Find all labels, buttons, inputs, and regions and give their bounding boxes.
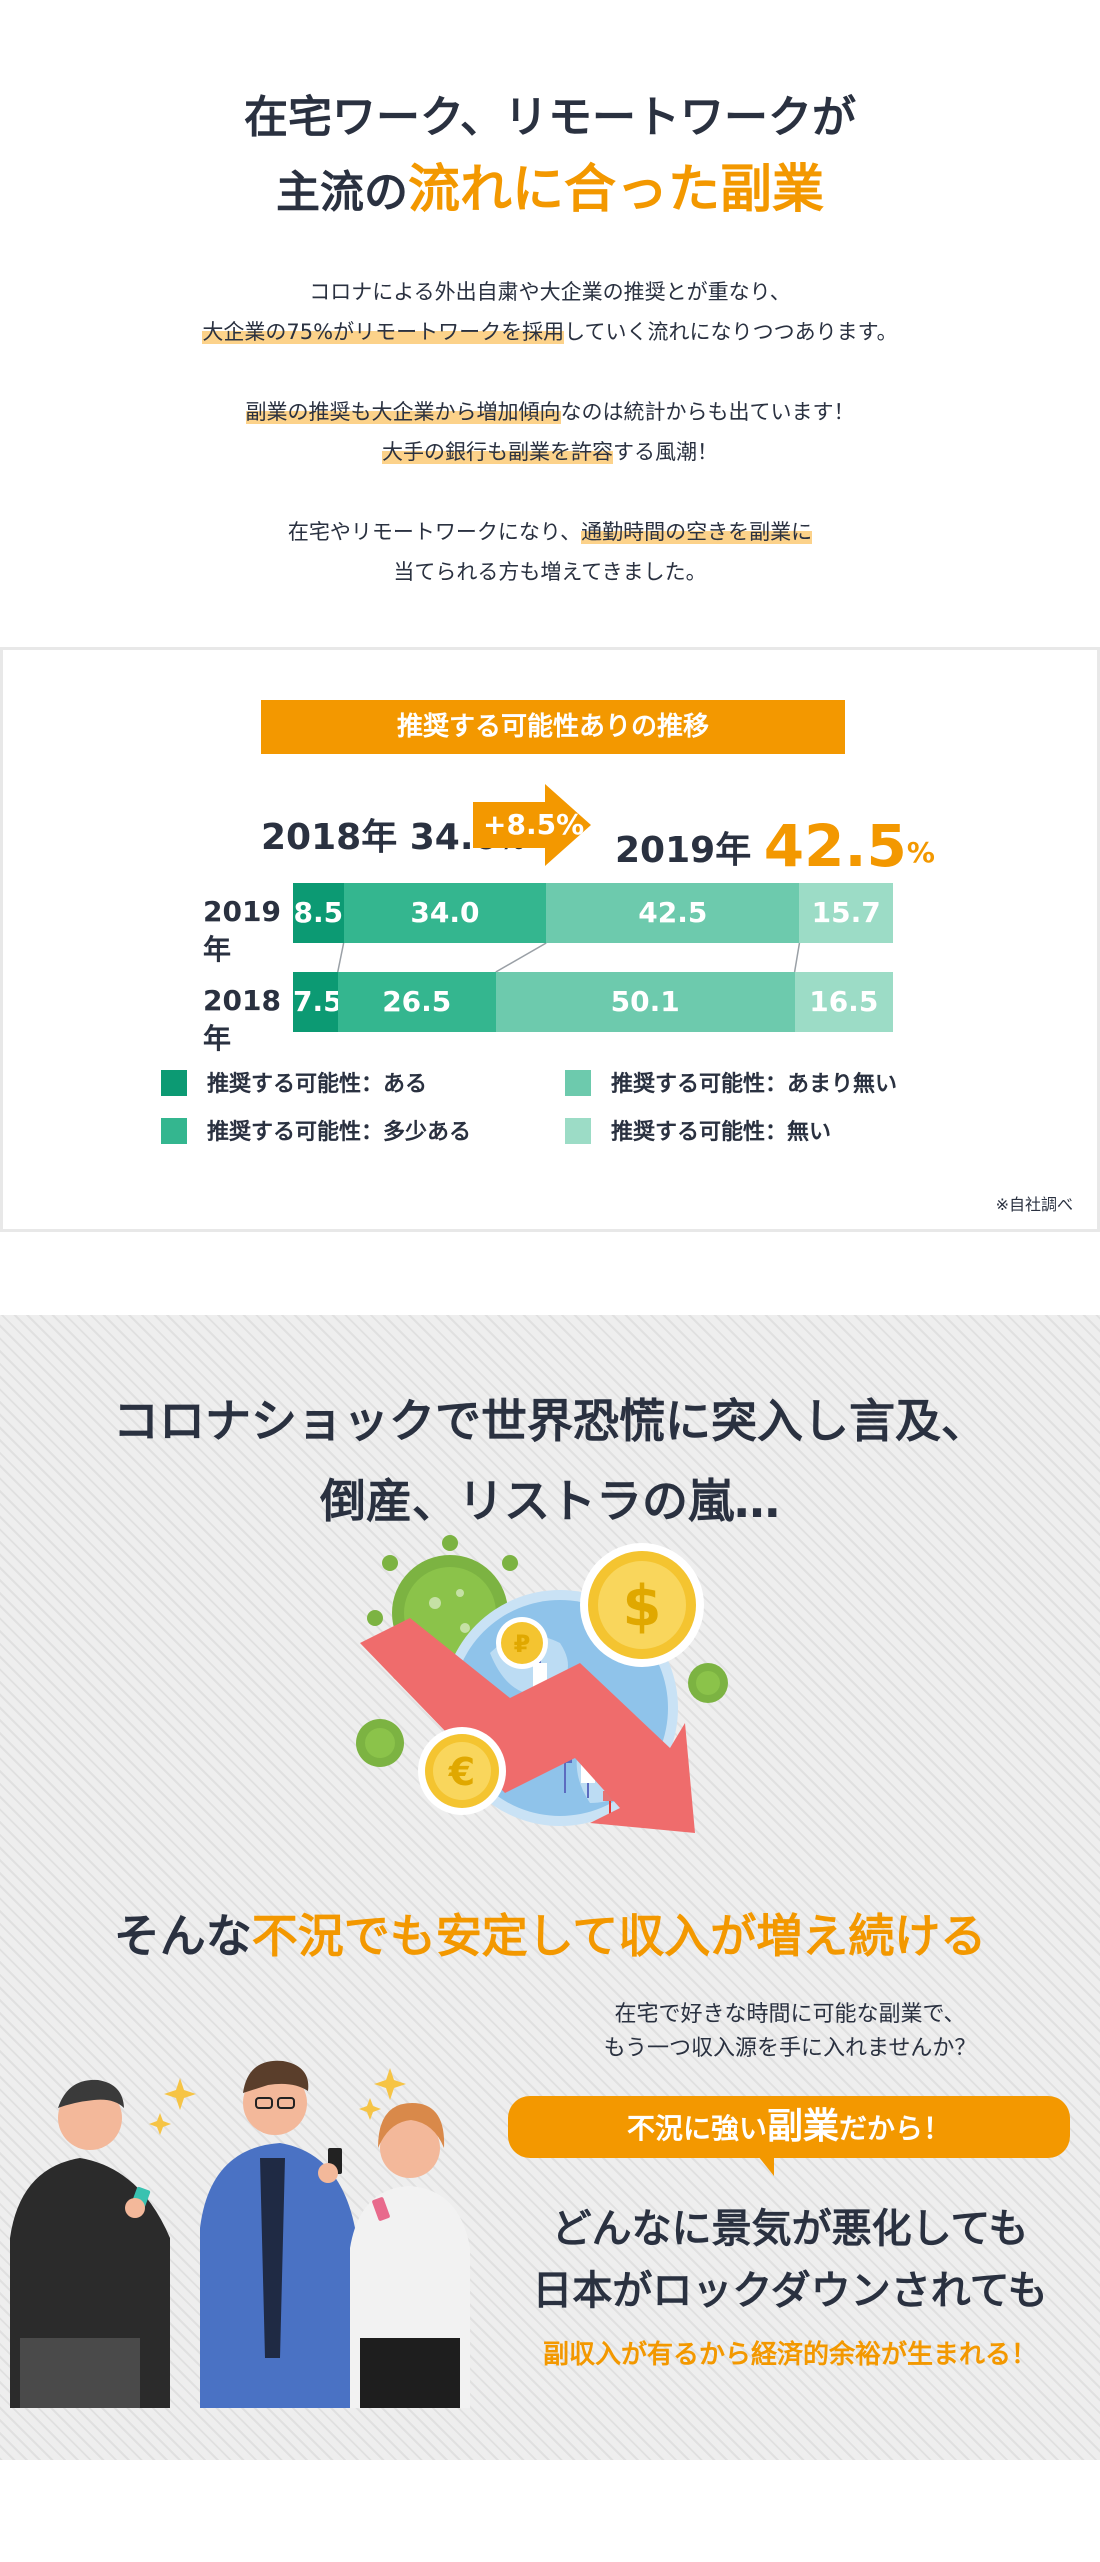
- bubble-tail: [758, 2156, 774, 2176]
- legend-item-tashou: 推奨する可能性：多少ある: [161, 1118, 471, 1148]
- hero-title: 在宅ワーク、リモートワークが 主流の流れに合った副業: [0, 82, 1100, 229]
- bubble-prefix: 不況に強い: [626, 2112, 767, 2145]
- hero-title-line2-accent: 流れに合った副業: [407, 160, 824, 220]
- intro-p3-prefix: 在宅やリモートワークになり、: [287, 520, 582, 544]
- side-benefit-lead-line1: 在宅で好きな時間に可能な副業で、: [614, 2002, 966, 2027]
- intro-p1-line2: していく流れになりつつあります。: [564, 320, 898, 344]
- crisis-section: コロナショックで世界恐慌に突入し言及、 倒産、リストラの嵐…: [0, 1315, 1100, 2460]
- resilience-line1: どんなに景気が悪化しても: [551, 2206, 1029, 2252]
- bar-label-2019: 2019年: [203, 895, 281, 966]
- bar-track-2018: 7.5 26.5 50.1 16.5: [293, 972, 893, 1032]
- intro-paragraph-3: 在宅やリモートワークになり、通勤時間の空きを副業に 当てられる方も増えてきました…: [0, 512, 1100, 592]
- hero-title-line2-prefix: 主流の: [275, 167, 408, 218]
- comparison-2019-value: 42.5: [763, 812, 907, 880]
- bubble-suffix: だから！: [839, 2112, 952, 2145]
- intro-p1-highlight: 大企業の75%がリモートワークを採用: [202, 320, 565, 344]
- people-with-smartphones-illustration: [10, 2060, 470, 2408]
- virus-icon: [356, 1719, 404, 1767]
- intro-p2-line2: する風潮！: [613, 440, 718, 464]
- legend-swatch: [565, 1070, 591, 1096]
- bar-track-2019: 8.5 34.0 42.5 15.7: [293, 883, 893, 943]
- intro-paragraph-1: コロナによる外出自粛や大企業の推奨とが重なり、 大企業の75%がリモートワークを…: [0, 272, 1100, 352]
- intro-paragraph-2: 副業の推奨も大企業から増加傾向なのは統計からも出ています！ 大手の銀行も副業を許…: [0, 392, 1100, 472]
- legend-item-nai: 推奨する可能性：無い: [565, 1118, 831, 1148]
- bar-segment-2019-4: 15.7: [799, 883, 893, 943]
- right-arrow-icon: [473, 784, 591, 866]
- crisis-title: コロナショックで世界恐慌に突入し言及、 倒産、リストラの嵐…: [0, 1381, 1100, 1541]
- connector-line: [336, 943, 345, 972]
- comparison-2018-label: 2018年: [261, 817, 398, 858]
- virus-icon: [688, 1663, 728, 1703]
- side-income-benefit: 副収入が有るから経済的余裕が生まれる！: [542, 2340, 1037, 2370]
- legend-swatch: [161, 1070, 187, 1096]
- svg-text:₽: ₽: [514, 1630, 531, 1658]
- bar-segment-2018-2: 26.5: [337, 972, 496, 1032]
- chart-card: 推奨する可能性ありの推移 2018年 34.0% +8.5% 2019年 42.…: [0, 647, 1100, 1232]
- bar-connector-lines: [336, 943, 801, 972]
- crisis-title-line1: コロナショックで世界恐慌に突入し言及、: [113, 1394, 987, 1448]
- down-arrow-icon: [360, 1618, 695, 1833]
- bar-segment-2018-4: 16.5: [794, 972, 893, 1032]
- legend-label: 推奨する可能性：無い: [611, 1120, 832, 1145]
- intro-p2-highlight-2: 大手の銀行も副業を許容: [382, 440, 613, 464]
- legend-item-amari: 推奨する可能性：あまり無い: [565, 1070, 897, 1100]
- legend-item-aru: 推奨する可能性：ある: [161, 1070, 427, 1100]
- bar-segment-2018-1: 7.5: [293, 972, 338, 1032]
- bar-segment-2019-3: 42.5: [546, 883, 800, 943]
- comparison-change: +8.5%: [483, 808, 585, 841]
- intro-p2-highlight-1: 副業の推奨も大企業から増加傾向: [245, 400, 561, 424]
- connector-line: [793, 943, 801, 972]
- side-benefit-lead: 在宅で好きな時間に可能な副業で、 もう一つ収入源を手に入れませんか？: [490, 1998, 1090, 2066]
- euro-coin-icon: €: [418, 1727, 506, 1815]
- legend-swatch: [565, 1118, 591, 1144]
- bar-segment-2018-3: 50.1: [495, 972, 795, 1032]
- hero-title-line1: 在宅ワーク、リモートワークが: [243, 92, 857, 143]
- stable-income-heading: そんな不況でも安定して収入が増え続ける: [0, 1900, 1100, 1966]
- bar-segment-2019-2: 34.0: [343, 883, 547, 943]
- man-in-black-sweater: [10, 2079, 170, 2408]
- legend-label: 推奨する可能性：ある: [207, 1072, 428, 1097]
- intro-p1-line1: コロナによる外出自粛や大企業の推奨とが重なり、: [309, 280, 791, 304]
- sparkle-icon: [149, 2068, 406, 2135]
- intro-p2-line1: なのは統計からも出ています！: [560, 400, 855, 424]
- bar-segment-2019-1: 8.5: [293, 883, 344, 943]
- resilience-line2: 日本がロックダウンされても: [532, 2268, 1048, 2314]
- dollar-coin-icon: $: [580, 1543, 704, 1667]
- side-benefit-lead-line2: もう一つ収入源を手に入れませんか？: [603, 2036, 977, 2061]
- legend-label: 推奨する可能性：多少ある: [207, 1120, 472, 1145]
- svg-text:$: $: [623, 1574, 662, 1639]
- stable-income-accent: 不況でも安定して収入が増え続ける: [251, 1909, 987, 1963]
- bubble-emphasis: 副業: [766, 2106, 839, 2147]
- connector-line: [495, 943, 547, 972]
- source-note: ※自社調べ: [995, 1195, 1073, 1214]
- legend-swatch: [161, 1118, 187, 1144]
- woman-in-white-blouse: [350, 2103, 470, 2408]
- comparison-2019: 2019年 42.5%: [615, 808, 935, 880]
- legend-label: 推奨する可能性：あまり無い: [611, 1072, 898, 1097]
- recession-illustration: $ ₽ €: [356, 1535, 728, 1833]
- svg-text:€: €: [448, 1750, 475, 1794]
- chart-title: 推奨する可能性ありの推移: [261, 700, 845, 754]
- ruble-coin-icon: ₽: [496, 1617, 548, 1669]
- intro-p3-line2: 当てられる方も増えてきました。: [393, 560, 707, 584]
- stable-income-prefix: そんな: [113, 1909, 252, 1963]
- man-in-blue-jacket: [200, 2060, 355, 2408]
- resilience-statement: どんなに景気が悪化しても 日本がロックダウンされても: [490, 2198, 1090, 2322]
- year-comparison: 2018年 34.0% +8.5% 2019年 42.5%: [3, 778, 1100, 880]
- bar-row-2018: 2018年 7.5 26.5 50.1 16.5: [3, 972, 1100, 1055]
- crisis-title-line2: 倒産、リストラの嵐…: [320, 1474, 780, 1528]
- intro-p3-highlight: 通勤時間の空きを副業に: [581, 520, 813, 544]
- bar-label-2018: 2018年: [203, 984, 281, 1055]
- speech-bubble: 不況に強い副業だから！: [508, 2096, 1070, 2176]
- side-benefit-column: 在宅で好きな時間に可能な副業で、 もう一つ収入源を手に入れませんか？ 不況に強い…: [490, 1998, 1090, 2371]
- bar-row-2019: 2019年 8.5 34.0 42.5 15.7: [3, 883, 1100, 966]
- comparison-2019-pct: %: [906, 836, 935, 869]
- comparison-2019-label: 2019年: [615, 830, 752, 871]
